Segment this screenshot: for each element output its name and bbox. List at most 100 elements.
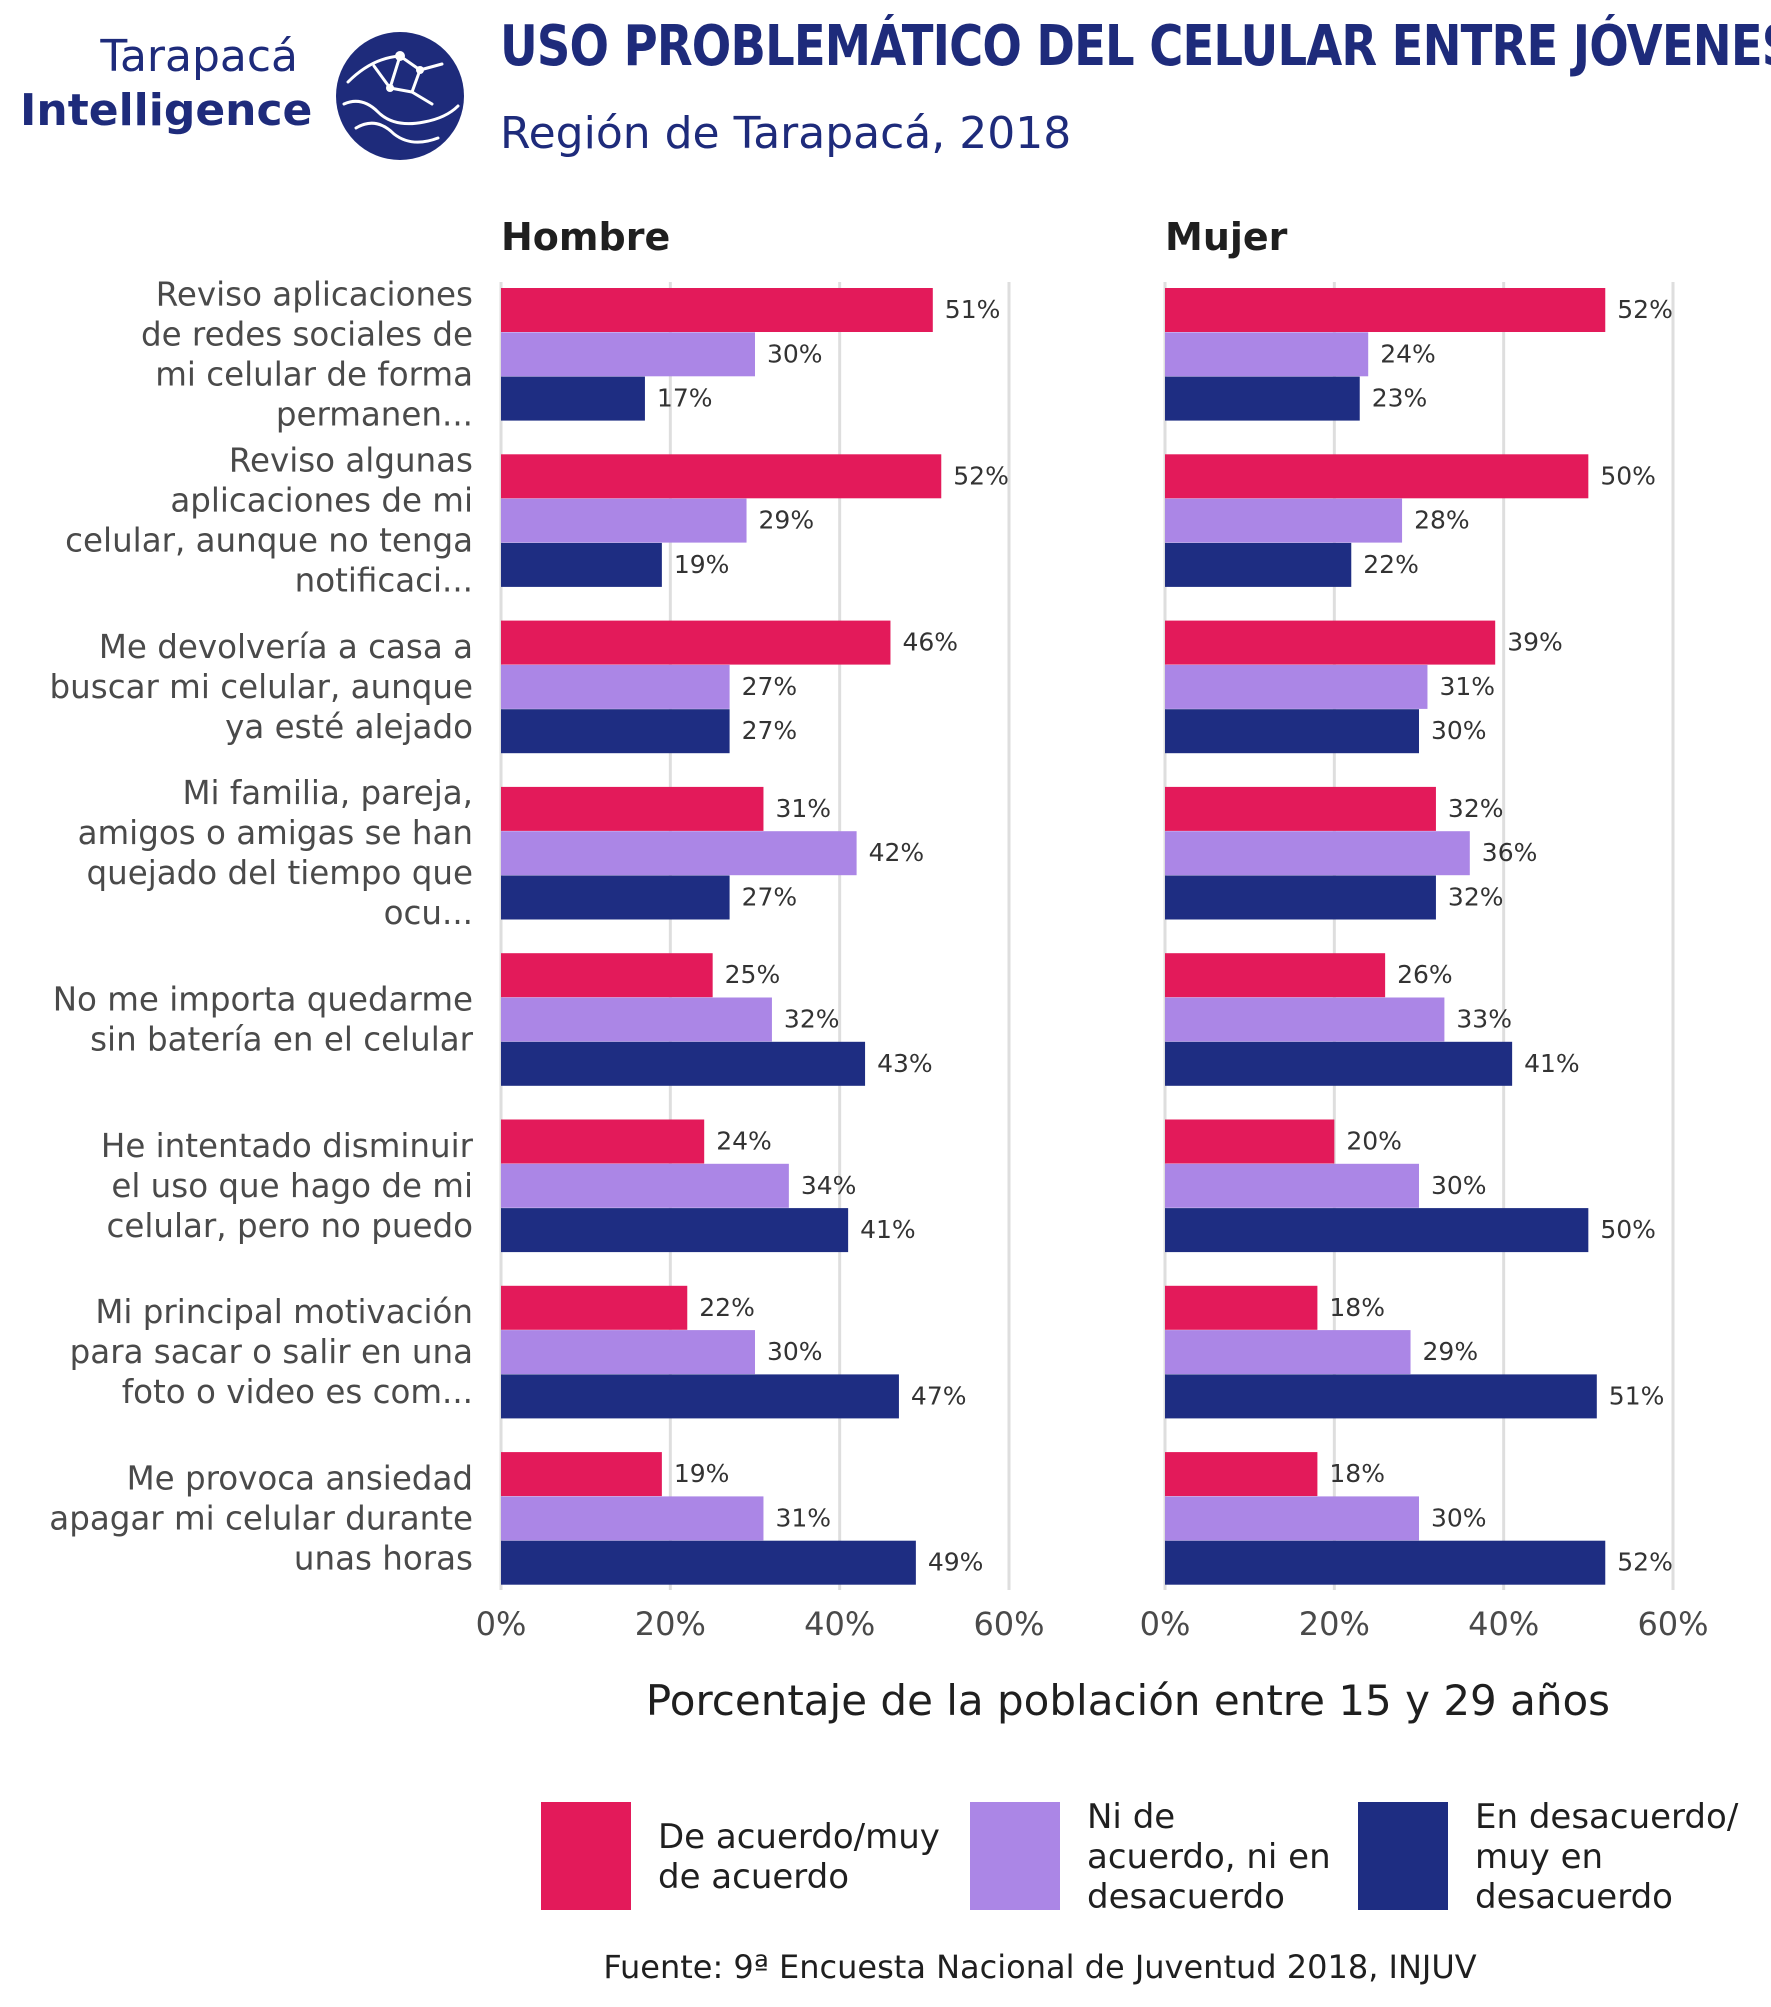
bar-hombre-cat4-s1 — [501, 786, 764, 831]
bar-hombre-cat8-s3 — [501, 1540, 916, 1585]
bar-mujer-cat6-s2 — [1165, 1163, 1419, 1208]
data-label-mujer-cat7-s3: 51% — [1609, 1381, 1665, 1410]
category-label-7-line-1: Mi principal motivación — [95, 1293, 473, 1331]
data-label-hombre-cat1-s1: 51% — [945, 295, 1001, 324]
bar-hombre-cat2-s3 — [501, 542, 662, 587]
brand-line-2: Intelligence — [20, 85, 313, 136]
data-label-hombre-cat4-s1: 31% — [775, 794, 831, 823]
category-label-4-line-2: amigos o amigas se han — [78, 814, 473, 852]
category-label-4-line-3: quejado del tiempo que — [87, 854, 474, 892]
bar-mujer-cat2-s2 — [1165, 498, 1403, 543]
category-label-3-line-1: Me devolvería a casa a — [99, 628, 473, 666]
data-label-hombre-cat1-s2: 30% — [767, 339, 823, 368]
bar-mujer-cat3-s3 — [1165, 709, 1419, 754]
data-label-mujer-cat8-s1: 18% — [1329, 1459, 1385, 1488]
data-label-hombre-cat8-s1: 19% — [674, 1459, 730, 1488]
bar-hombre-cat8-s1 — [501, 1452, 662, 1497]
data-label-mujer-cat4-s1: 32% — [1448, 794, 1504, 823]
category-label-1-line-3: mi celular de forma — [155, 355, 473, 393]
category-label-8-line-3: unas horas — [294, 1539, 473, 1577]
data-label-hombre-cat2-s3: 19% — [674, 550, 730, 579]
brand-globe-logo — [336, 32, 464, 160]
bar-mujer-cat7-s1 — [1165, 1285, 1318, 1330]
source-note: Fuente: 9ª Encuesta Nacional de Juventud… — [603, 1948, 1476, 1986]
category-label-5-line-1: No me importa quedarme — [53, 981, 473, 1019]
data-label-mujer-cat2-s1: 50% — [1600, 461, 1656, 490]
x-tick-label-hombre-3: 60% — [973, 1605, 1044, 1643]
category-label-8-line-1: Me provoca ansiedad — [127, 1459, 473, 1497]
bar-hombre-cat4-s3 — [501, 875, 730, 920]
data-label-hombre-cat5-s2: 32% — [784, 1005, 840, 1034]
data-label-mujer-cat5-s3: 41% — [1524, 1049, 1580, 1078]
x-tick-label-hombre-0: 0% — [476, 1605, 527, 1643]
data-label-hombre-cat2-s1: 52% — [953, 461, 1009, 490]
facet-title-hombre: Hombre — [501, 215, 670, 259]
category-label-8-line-2: apagar mi celular durante — [49, 1499, 473, 1537]
data-label-mujer-cat7-s2: 29% — [1423, 1337, 1479, 1366]
legend-swatch-1 — [541, 1802, 631, 1910]
chart-subtitle: Región de Tarapacá, 2018 — [500, 108, 1072, 159]
data-label-hombre-cat8-s3: 49% — [928, 1548, 984, 1577]
category-label-3-line-3: ya esté alejado — [225, 708, 473, 746]
bar-mujer-cat2-s1 — [1165, 454, 1589, 499]
data-label-hombre-cat7-s3: 47% — [911, 1381, 967, 1410]
data-label-mujer-cat3-s1: 39% — [1507, 628, 1563, 657]
bar-mujer-cat5-s1 — [1165, 953, 1386, 998]
x-tick-label-mujer-1: 20% — [1299, 1605, 1370, 1643]
bar-mujer-cat2-s3 — [1165, 542, 1352, 587]
bar-mujer-cat4-s2 — [1165, 831, 1470, 876]
legend-label-3-line-1: En desacuerdo/ — [1475, 1797, 1739, 1837]
data-label-hombre-cat6-s2: 34% — [801, 1171, 857, 1200]
bar-hombre-cat1-s3 — [501, 376, 645, 421]
data-label-mujer-cat6-s3: 50% — [1600, 1215, 1656, 1244]
bar-hombre-cat8-s2 — [501, 1496, 764, 1541]
bar-hombre-cat3-s2 — [501, 664, 730, 709]
data-label-hombre-cat6-s3: 41% — [860, 1215, 916, 1244]
data-label-hombre-cat3-s1: 46% — [902, 628, 958, 657]
bar-mujer-cat4-s1 — [1165, 786, 1436, 831]
data-label-hombre-cat3-s2: 27% — [742, 672, 798, 701]
data-label-mujer-cat1-s2: 24% — [1380, 339, 1436, 368]
brand-line-1: Tarapacá — [100, 31, 298, 82]
bar-hombre-cat2-s2 — [501, 498, 747, 543]
bar-hombre-cat3-s1 — [501, 620, 891, 665]
bar-hombre-cat6-s1 — [501, 1119, 705, 1164]
data-label-hombre-cat3-s3: 27% — [742, 716, 798, 745]
legend-label-3-line-3: desacuerdo — [1475, 1877, 1673, 1917]
category-label-2-line-1: Reviso algunas — [229, 442, 473, 480]
data-label-mujer-cat1-s1: 52% — [1617, 295, 1673, 324]
category-label-7-line-2: para sacar o salir en una — [70, 1333, 473, 1371]
category-label-2-line-4: notificaci... — [295, 562, 473, 600]
data-label-mujer-cat3-s2: 31% — [1439, 672, 1495, 701]
x-tick-label-mujer-3: 60% — [1637, 1605, 1708, 1643]
category-label-4-line-1: Mi familia, pareja, — [182, 774, 473, 812]
data-label-mujer-cat4-s3: 32% — [1448, 883, 1504, 912]
category-label-7-line-3: foto o video es com... — [122, 1373, 473, 1411]
x-tick-label-hombre-2: 40% — [804, 1605, 875, 1643]
category-label-3-line-2: buscar mi celular, aunque — [50, 668, 473, 706]
bar-mujer-cat6-s3 — [1165, 1208, 1589, 1253]
x-tick-label-mujer-2: 40% — [1468, 1605, 1539, 1643]
x-tick-label-hombre-1: 20% — [635, 1605, 706, 1643]
bar-hombre-cat2-s1 — [501, 454, 942, 499]
data-label-hombre-cat8-s2: 31% — [775, 1503, 831, 1532]
brand-name: Tarapacá Intelligence — [20, 30, 313, 138]
bar-hombre-cat5-s2 — [501, 997, 772, 1042]
legend-label-2-line-2: acuerdo, ni en — [1087, 1837, 1331, 1877]
legend-label-2-line-3: desacuerdo — [1087, 1877, 1285, 1917]
data-label-mujer-cat2-s3: 22% — [1363, 550, 1419, 579]
bar-mujer-cat7-s2 — [1165, 1330, 1411, 1375]
category-label-4-line-4: ocu... — [384, 894, 473, 932]
category-label-2-line-2: aplicaciones de mi — [170, 482, 473, 520]
legend-swatch-2 — [970, 1802, 1060, 1910]
bar-mujer-cat4-s3 — [1165, 875, 1436, 920]
bar-mujer-cat3-s2 — [1165, 664, 1428, 709]
data-label-hombre-cat1-s3: 17% — [657, 384, 713, 413]
bar-hombre-cat4-s2 — [501, 831, 857, 876]
data-label-hombre-cat7-s2: 30% — [767, 1337, 823, 1366]
bar-mujer-cat5-s3 — [1165, 1041, 1513, 1086]
bar-mujer-cat1-s3 — [1165, 376, 1360, 421]
category-label-6-line-2: el uso que hago de mi — [111, 1167, 473, 1205]
bar-mujer-cat3-s1 — [1165, 620, 1496, 665]
bar-hombre-cat6-s3 — [501, 1208, 849, 1253]
